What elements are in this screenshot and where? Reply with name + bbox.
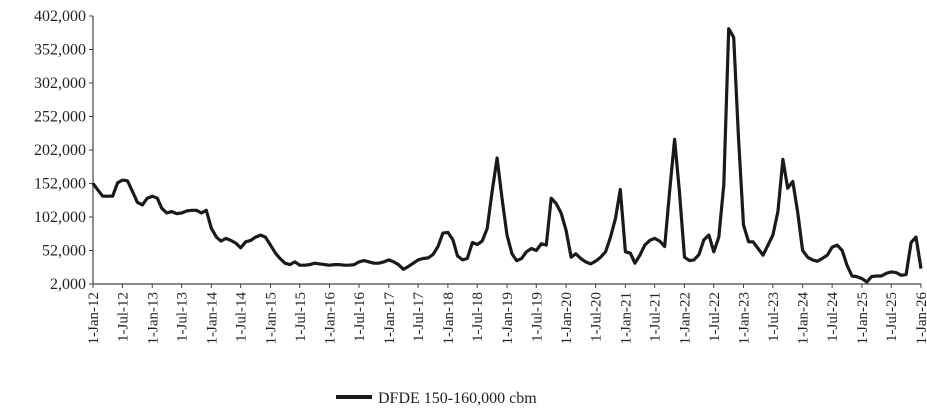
x-tick-label: 1-Jul-22 xyxy=(707,292,723,342)
x-tick-label: 1-Jan-25 xyxy=(855,292,871,345)
series-layer xyxy=(91,27,923,284)
x-tick-label: 1-Jan-16 xyxy=(323,292,339,345)
x-tick-label: 1-Jul-20 xyxy=(589,292,605,342)
y-axis-ticks: 402,000 352,000 302,000 252,000 202,000 152,0… xyxy=(34,8,93,293)
y-tick-label: 302,000 xyxy=(34,75,86,92)
x-tick-label: 1-Jan-26 xyxy=(914,292,927,345)
y-tick-label: 352,000 xyxy=(34,42,86,59)
x-tick-label: 1-Jan-15 xyxy=(263,292,279,345)
x-tick-label: 1-Jul-12 xyxy=(115,292,131,342)
x-tick-label: 1-Jan-18 xyxy=(441,292,457,345)
x-tick-label: 1-Jan-17 xyxy=(382,292,398,345)
y-tick-label: 152,000 xyxy=(34,176,86,193)
x-tick-label: 1-Jul-24 xyxy=(825,292,841,342)
legend-label: DFDE 150-160,000 cbm xyxy=(378,390,537,407)
y-tick-label: 102,000 xyxy=(34,209,86,226)
x-tick-label: 1-Jul-19 xyxy=(529,292,545,342)
y-tick-label: 202,000 xyxy=(34,142,86,159)
y-tick-label: 52,000 xyxy=(42,243,86,260)
x-tick-label: 1-Jul-18 xyxy=(470,292,486,342)
x-tick-label: 1-Jan-13 xyxy=(145,292,161,345)
y-tick-label: 252,000 xyxy=(34,109,86,126)
x-tick-label: 1-Jan-22 xyxy=(677,292,693,345)
x-tick-label: 1-Jan-20 xyxy=(559,292,575,345)
x-tick-label: 1-Jul-21 xyxy=(648,292,664,342)
y-tick-label: 402,000 xyxy=(34,8,86,25)
x-tick-label: 1-Jan-24 xyxy=(796,292,812,345)
x-tick-label: 1-Jan-19 xyxy=(500,292,516,345)
x-tick-label: 1-Jul-25 xyxy=(884,292,900,342)
x-tick-label: 1-Jan-23 xyxy=(737,292,753,345)
x-tick-label: 1-Jan-12 xyxy=(86,292,102,345)
x-tick-label: 1-Jul-16 xyxy=(352,292,368,342)
x-tick-label: 1-Jul-14 xyxy=(234,292,250,342)
legend: DFDE 150-160,000 cbm xyxy=(336,390,537,407)
x-tick-label: 1-Jul-15 xyxy=(293,292,309,342)
x-tick-label: 1-Jul-23 xyxy=(766,292,782,342)
x-axis-ticks: 1-Jan-12 1-Jul-12 1-Jan-13 1-Jul-13 1-Jan-14… xyxy=(86,284,927,345)
x-tick-label: 1-Jan-14 xyxy=(204,292,220,345)
y-tick-label: 2,000 xyxy=(50,276,86,293)
x-tick-label: 1-Jan-21 xyxy=(618,292,634,345)
x-tick-label: 1-Jul-17 xyxy=(411,292,427,342)
series-line xyxy=(91,27,923,284)
x-tick-label: 1-Jul-13 xyxy=(175,292,191,342)
